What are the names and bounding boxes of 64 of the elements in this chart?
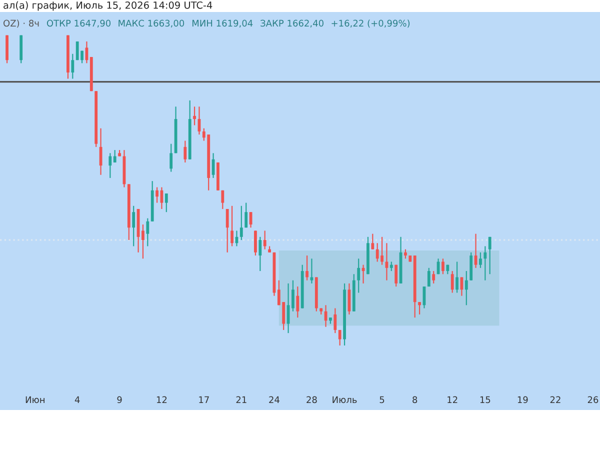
x-tick-label: 22: [550, 396, 560, 403]
candlestick: [263, 230, 266, 250]
text: МИН 1619,04: [192, 20, 253, 28]
x-tick-label: 5: [380, 396, 384, 404]
candlestick: [488, 236, 492, 275]
candlestick: [456, 261, 458, 294]
text: OZ) · 8ч: [4, 20, 39, 28]
x-tick-label: 9: [117, 396, 122, 404]
candlestick: [244, 202, 248, 228]
candlestick: [156, 186, 158, 204]
text: ОТКР 1647,90: [46, 20, 111, 28]
candlestick: [464, 270, 468, 306]
text: МАКС 1663,00: [118, 20, 184, 28]
x-tick-label: 15: [480, 396, 490, 404]
text: ЗАКР 1662,40: [260, 20, 324, 28]
x-tick-label: 12: [156, 396, 167, 403]
candlestick: [296, 286, 300, 318]
x-tick-label: 28: [306, 396, 317, 404]
candlestick: [310, 258, 314, 284]
x-tick-label: 19: [518, 396, 528, 404]
candlestick: [371, 233, 374, 250]
candlestick: [479, 252, 482, 268]
chart-title: ал(а) график, Июль 15, 2026 14:09 UTC-4: [4, 1, 212, 11]
x-tick-label: 12: [448, 396, 458, 403]
candlestick: [184, 140, 187, 164]
candlestick: [306, 254, 308, 281]
candlestick: [226, 208, 229, 253]
candlestick: [221, 190, 224, 210]
candlestick: [357, 258, 360, 294]
candlestick: [390, 261, 393, 272]
candlestick: [164, 192, 168, 213]
x-tick-label: 26: [588, 396, 598, 404]
candlestick: [418, 301, 421, 316]
candlestick: [230, 205, 234, 247]
candlestick: [404, 248, 407, 260]
x-tick-label: Июн: [26, 396, 44, 404]
candlestick: [484, 246, 487, 281]
candlestick: [170, 143, 173, 172]
candlestick: [338, 329, 342, 346]
candlestick: [432, 270, 436, 284]
candlestick: [450, 270, 454, 294]
candlestick: [108, 152, 112, 179]
candlestick: [427, 267, 430, 288]
text: +16,22 (+0,99%): [332, 20, 410, 28]
x-tick-label: 24: [269, 396, 280, 403]
candlestick: [146, 218, 150, 247]
candlestick: [292, 280, 294, 312]
x-tick-label: Июль: [332, 396, 357, 404]
candlestick: [240, 205, 243, 241]
x-tick-label: 17: [199, 396, 209, 403]
x-tick-label: 4: [74, 396, 80, 403]
candlestick: [334, 308, 337, 334]
candlestick: [142, 224, 144, 260]
candlestick: [132, 205, 136, 247]
x-tick-label: 8: [412, 396, 418, 404]
candlestick: [258, 236, 262, 272]
x-tick-label: 21: [236, 396, 246, 403]
candlestick: [394, 264, 398, 288]
candlestick: [385, 242, 388, 281]
candlestick: [254, 230, 257, 256]
candlestick: [442, 258, 444, 275]
candlestick: [113, 149, 116, 164]
candlestick: [193, 106, 196, 126]
candlestick: [71, 53, 74, 80]
